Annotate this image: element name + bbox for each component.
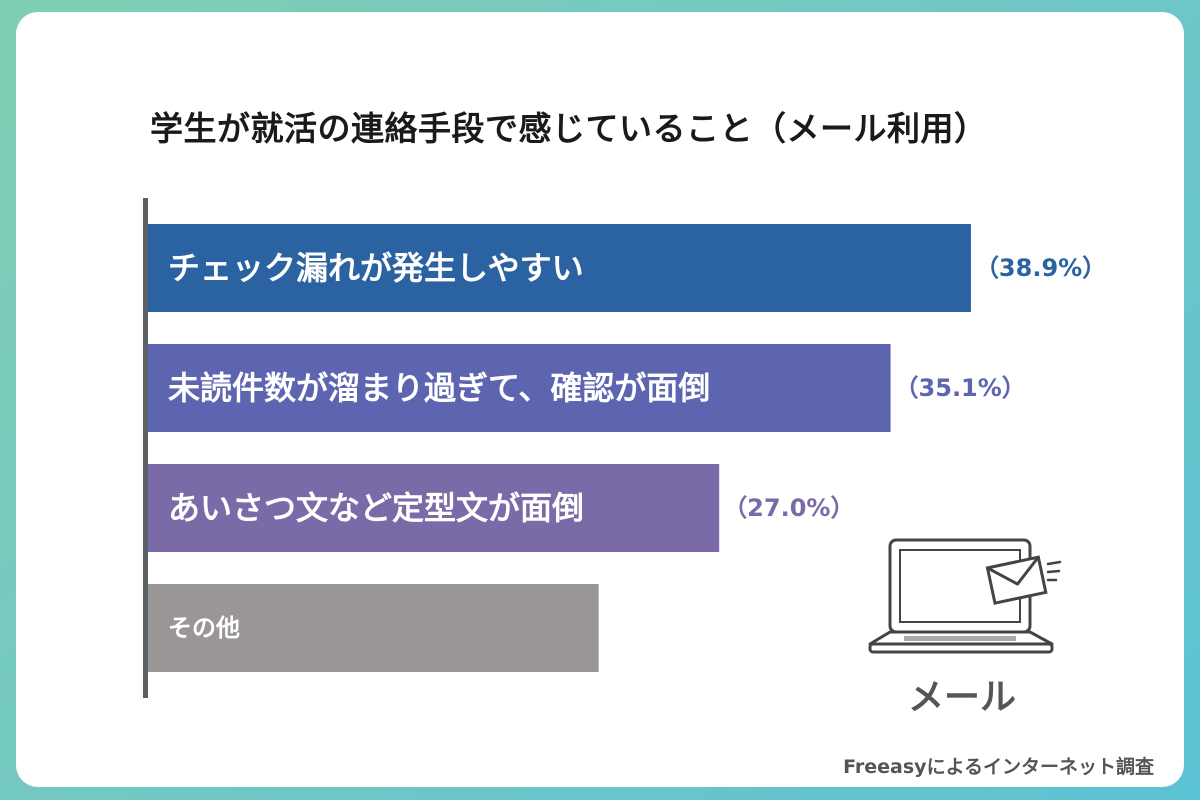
value-label-1: （38.9%） bbox=[975, 254, 1106, 282]
bar-2 bbox=[148, 344, 891, 432]
bar-chart: チェック漏れが発生しやすい （38.9%） 未読件数が溜まり過ぎて、確認が面倒 （35… bbox=[143, 198, 1106, 698]
laptop-mail-icon bbox=[868, 538, 1062, 654]
value-label-2: （35.1%） bbox=[895, 374, 1026, 402]
source-note: Freeasyによるインターネット調査 bbox=[843, 756, 1154, 778]
bar-1 bbox=[148, 224, 971, 312]
category-label-1: チェック漏れが発生しやすい bbox=[168, 249, 584, 287]
y-axis-line bbox=[143, 198, 148, 698]
category-label-2: 未読件数が溜まり過ぎて、確認が面倒 bbox=[168, 369, 710, 407]
category-label-3: あいさつ文など定型文が面倒 bbox=[168, 489, 584, 527]
chart-card: チェック漏れが発生しやすい （38.9%） 未読件数が溜まり過ぎて、確認が面倒 （35… bbox=[16, 12, 1184, 787]
category-label-4: その他 bbox=[168, 614, 240, 642]
bar-4 bbox=[148, 584, 599, 672]
chart-title: 学生が就活の連絡手段で感じていること（メール利用） bbox=[150, 109, 988, 148]
laptop-caption: メール bbox=[907, 677, 1016, 718]
bar-3 bbox=[148, 464, 720, 552]
value-label-3: （27.0%） bbox=[723, 494, 854, 522]
